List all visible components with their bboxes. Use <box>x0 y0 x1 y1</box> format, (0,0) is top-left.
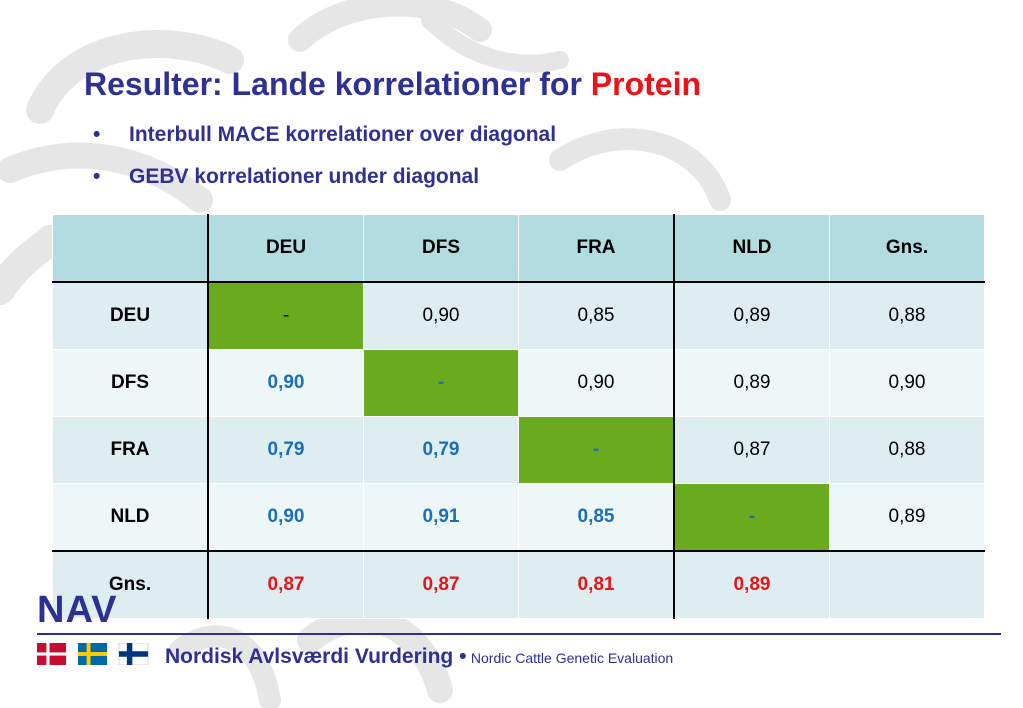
table-cell: 0,88 <box>829 281 985 350</box>
average-cell: 0,87 <box>363 550 519 619</box>
average-cell: 0,87 <box>207 550 364 619</box>
diagonal-cell: - <box>363 349 519 417</box>
header-cell: NLD <box>673 214 830 283</box>
table-cell: 0,90 <box>207 349 364 417</box>
bullet-list: • Interbull MACE korrelationer over diago… <box>93 121 556 205</box>
footer-divider <box>37 633 1001 635</box>
table-cell: 0,90 <box>207 483 364 552</box>
table-cell: 0,79 <box>363 416 519 484</box>
table-cell: 0,89 <box>829 483 985 552</box>
table-cell: 0,90 <box>829 349 985 417</box>
table-row: DFS 0,90 - 0,90 0,89 0,90 <box>52 349 985 417</box>
diagonal-cell: - <box>518 416 675 484</box>
table-cell: 0,89 <box>673 281 830 350</box>
diagonal-cell: - <box>673 483 830 552</box>
header-cell: DEU <box>207 214 364 283</box>
footer-brand: Nordisk Avlsværdi Vurdering • Nordic Cat… <box>165 645 673 669</box>
row-label: DFS <box>52 349 209 417</box>
page-title: Resulter: Lande korrelationer for Protei… <box>84 66 701 103</box>
diagonal-cell: - <box>207 281 364 350</box>
table-cell: 0,89 <box>673 349 830 417</box>
row-label: FRA <box>52 416 209 484</box>
table-average-row: Gns. 0,87 0,87 0,81 0,89 <box>52 550 985 619</box>
bullet-item: • GEBV korrelationer under diagonal <box>93 163 556 205</box>
table-cell: 0,87 <box>673 416 830 484</box>
bullet-dot: • <box>93 123 101 146</box>
denmark-flag-icon <box>36 643 67 665</box>
bullet-item: • Interbull MACE korrelationer over diago… <box>93 121 556 163</box>
title-highlight: Protein <box>590 66 702 102</box>
header-cell: FRA <box>518 214 675 283</box>
table-header-row: DEU DFS FRA NLD Gns. <box>52 214 985 283</box>
average-cell: 0,89 <box>673 550 830 619</box>
footer-brand-name: Nordisk Avlsværdi Vurdering • <box>165 645 467 668</box>
table-cell: 0,91 <box>363 483 519 552</box>
table-cell: 0,85 <box>518 483 675 552</box>
bullet-text: GEBV korrelationer under diagonal <box>129 165 480 188</box>
table-cell: 0,85 <box>518 281 675 350</box>
finland-flag-icon <box>118 643 149 665</box>
table-cell: 0,90 <box>518 349 675 417</box>
table-row: NLD 0,90 0,91 0,85 - 0,89 <box>52 483 985 552</box>
header-cell: DFS <box>363 214 519 283</box>
flag-group <box>36 643 149 665</box>
header-cell-corner <box>52 214 209 283</box>
row-label: Gns. <box>52 550 209 619</box>
header-cell: Gns. <box>829 214 985 283</box>
correlation-table: DEU DFS FRA NLD Gns. DEU - 0,90 0,85 0,8… <box>52 214 985 619</box>
row-label: NLD <box>52 483 209 552</box>
table-cell: 0,79 <box>207 416 364 484</box>
table-cell: 0,88 <box>829 416 985 484</box>
average-cell: 0,81 <box>518 550 675 619</box>
sweden-flag-icon <box>77 643 108 665</box>
bullet-text: Interbull MACE korrelationer over diagon… <box>129 123 557 146</box>
table-cell: 0,90 <box>363 281 519 350</box>
title-prefix: Resulter: Lande korrelationer for <box>84 66 591 102</box>
bullet-dot: • <box>93 165 101 188</box>
footer-tagline: Nordic Cattle Genetic Evaluation <box>470 650 674 666</box>
row-label: DEU <box>52 281 209 350</box>
nav-logo: NAV <box>37 593 118 627</box>
table-row: FRA 0,79 0,79 - 0,87 0,88 <box>52 416 985 484</box>
table-row: DEU - 0,90 0,85 0,89 0,88 <box>52 281 985 350</box>
table-cell-empty <box>829 550 985 619</box>
